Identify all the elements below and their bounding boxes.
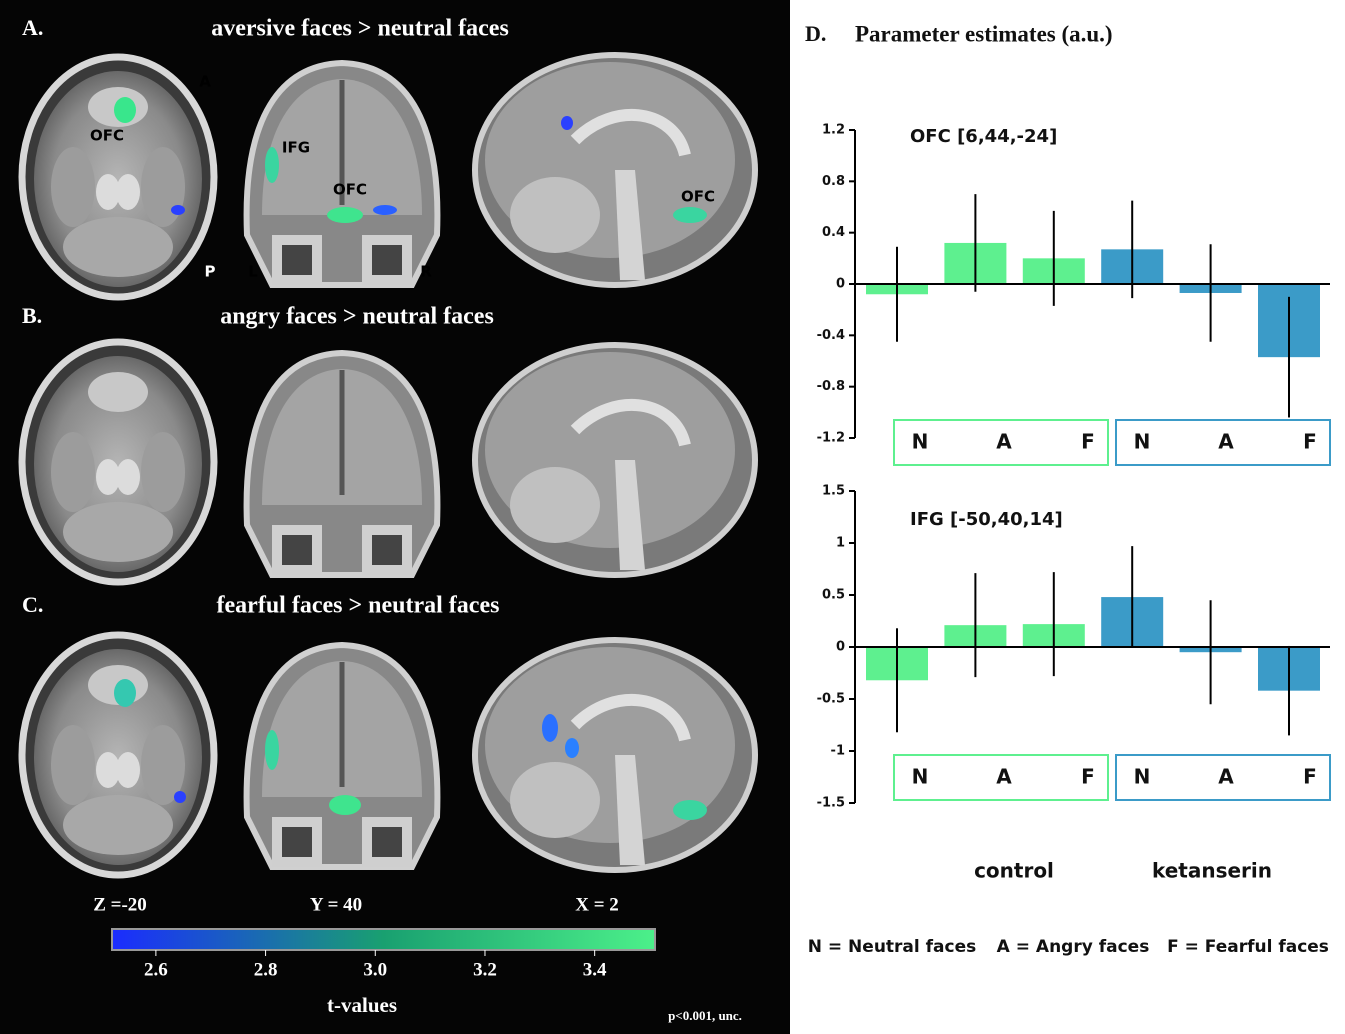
colorbar-tick-label: 2.8 — [254, 959, 278, 980]
group-label: ketanserin — [1152, 859, 1272, 883]
panel-letter: A. — [22, 15, 43, 40]
y-tick-label: 0.5 — [822, 588, 845, 603]
category-label: A — [1218, 430, 1234, 454]
panel-letter: C. — [22, 592, 43, 617]
colorbar-label: t-values — [327, 993, 397, 1017]
panel-letter: D. — [805, 21, 826, 46]
category-label: F — [1303, 765, 1317, 789]
y-tick-label: -0.4 — [817, 328, 845, 343]
y-tick-label: -1.2 — [817, 431, 845, 446]
panel-letter: B. — [22, 303, 42, 328]
brain-label: OFC — [90, 127, 124, 145]
figure: A. aversive faces > neutral faces A OFC … — [0, 0, 1345, 1034]
category-label: N — [1134, 430, 1151, 454]
key-entry: N = Neutral faces — [808, 937, 977, 957]
coordinate: Z =-20 — [93, 894, 147, 915]
brain-label: A — [199, 73, 211, 91]
coordinate: X = 2 — [575, 894, 619, 915]
coordinate: Y = 40 — [310, 894, 362, 915]
panel-title: aversive faces > neutral faces — [211, 16, 509, 42]
colorbar-tick-label: 3.0 — [363, 959, 387, 980]
brain-label: IFG — [282, 139, 310, 157]
colorbar-tick-label: 3.2 — [473, 959, 497, 980]
panel-title: angry faces > neutral faces — [220, 304, 494, 330]
category-label: N — [912, 430, 929, 454]
y-tick-label: 0 — [836, 277, 845, 292]
colorbar-tick-label: 2.6 — [144, 959, 168, 980]
category-label: A — [1218, 765, 1234, 789]
category-label: A — [996, 765, 1012, 789]
y-tick-label: 0 — [836, 640, 845, 655]
chart-title: IFG [-50,40,14] — [910, 509, 1063, 530]
panel-title: Parameter estimates (a.u.) — [855, 21, 1113, 46]
category-label: F — [1081, 765, 1095, 789]
group-label: control — [974, 859, 1054, 883]
y-tick-label: -0.8 — [817, 379, 845, 394]
y-tick-label: 1 — [836, 536, 845, 551]
y-tick-label: 1.5 — [822, 484, 845, 499]
y-tick-label: -1.5 — [817, 796, 845, 811]
brain-label: P — [205, 263, 216, 281]
key-entry: F = Fearful faces — [1167, 937, 1329, 957]
category-label: N — [1134, 765, 1151, 789]
colorbar — [112, 929, 655, 950]
colorbar-tick-label: 3.4 — [583, 959, 607, 980]
brain-label: R — [420, 263, 432, 281]
y-tick-label: 1.2 — [822, 123, 845, 138]
category-label: N — [912, 765, 929, 789]
chart-title: OFC [6,44,-24] — [910, 126, 1057, 147]
y-tick-label: -1 — [831, 744, 845, 759]
category-label: F — [1303, 430, 1317, 454]
brain-label: L — [248, 263, 258, 281]
y-tick-label: -0.5 — [817, 692, 845, 707]
category-label: F — [1081, 430, 1095, 454]
category-label: A — [996, 430, 1012, 454]
key-entry: A = Angry faces — [997, 937, 1150, 957]
brain-label: OFC — [681, 188, 715, 206]
panel-title: fearful faces > neutral faces — [217, 593, 500, 619]
y-tick-label: 0.8 — [822, 174, 845, 189]
brain-label: OFC — [333, 181, 367, 199]
y-tick-label: 0.4 — [822, 225, 845, 240]
threshold-note: p<0.001, unc. — [668, 1008, 742, 1023]
